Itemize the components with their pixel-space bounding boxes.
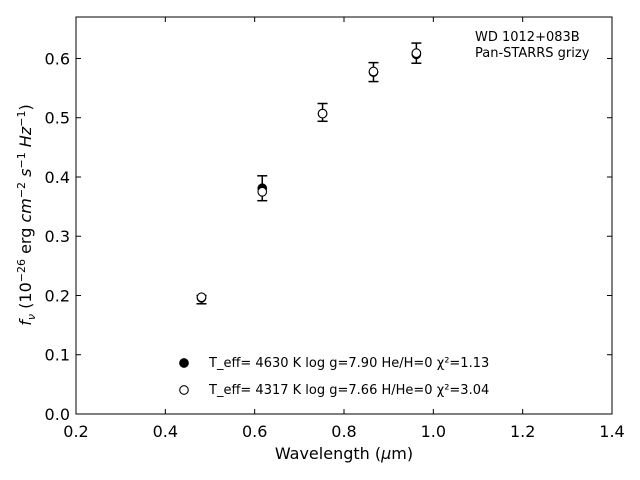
x-tick-label: 1.2 [510, 422, 535, 441]
annotation-line-1: WD 1012+083B [475, 30, 580, 45]
x-tick-label: 0.8 [331, 422, 356, 441]
y-tick-label: 0.3 [45, 227, 70, 246]
model-point-open [317, 108, 328, 119]
axis-ticks: 0.2 0.4 0.6 0.8 1.0 1.2 1.4 0.0 0.1 0.2 0.3 0.4 0.5 0… [45, 17, 625, 441]
x-tick-label: 0.4 [153, 422, 178, 441]
model-point-open [411, 48, 422, 58]
x-tick-label: 0.2 [63, 422, 88, 441]
y-tick-label: 0.6 [45, 49, 70, 68]
model-point-open [196, 292, 207, 303]
model-point-open [257, 186, 268, 197]
x-tick-label: 1.4 [599, 422, 624, 441]
x-axis-label: Wavelength (μm) [275, 444, 413, 463]
y-tick-label: 0.0 [45, 405, 70, 424]
y-axis-label: fν (10−26 erg cm−2 s−1 Hz−1) [15, 104, 38, 325]
plot-frame [75, 16, 613, 415]
data-marks [196, 42, 422, 305]
legend-marker-filled [179, 358, 189, 368]
model-point-open [368, 66, 379, 77]
x-tick-label: 0.6 [242, 422, 267, 441]
x-tick-label: 1.0 [421, 422, 446, 441]
legend-entry-label: T_eff= 4317 K log g=7.66 H/He=0 χ²=3.04 [208, 383, 489, 398]
annotation-line-2: Pan-STARRS grizy [475, 46, 590, 61]
y-tick-label: 0.5 [45, 109, 70, 128]
y-tick-label: 0.4 [45, 168, 70, 187]
y-tick-label: 0.1 [45, 346, 70, 365]
y-tick-label: 0.2 [45, 286, 70, 305]
legend: T_eff= 4630 K log g=7.90 He/H=0 χ²=1.13 T… [179, 356, 489, 398]
legend-entry-label: T_eff= 4630 K log g=7.90 He/H=0 χ²=1.13 [208, 356, 489, 371]
legend-marker-open [179, 385, 189, 395]
